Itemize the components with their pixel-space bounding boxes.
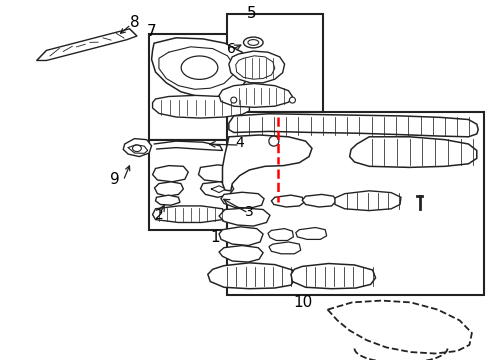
Polygon shape <box>219 227 263 246</box>
Polygon shape <box>198 165 235 182</box>
Polygon shape <box>302 194 336 207</box>
Polygon shape <box>228 51 284 83</box>
Text: 4: 4 <box>235 136 244 150</box>
Polygon shape <box>155 195 180 205</box>
Polygon shape <box>221 192 264 208</box>
Polygon shape <box>271 195 304 207</box>
Polygon shape <box>334 191 400 211</box>
Polygon shape <box>267 229 293 240</box>
Text: 3: 3 <box>244 206 253 219</box>
Polygon shape <box>123 139 151 157</box>
Polygon shape <box>219 208 269 226</box>
Ellipse shape <box>132 145 141 152</box>
Polygon shape <box>200 182 233 197</box>
Polygon shape <box>152 206 225 222</box>
Text: 2: 2 <box>154 208 163 222</box>
Polygon shape <box>219 246 263 262</box>
Polygon shape <box>228 114 477 137</box>
Polygon shape <box>151 38 249 97</box>
Ellipse shape <box>181 56 218 79</box>
Polygon shape <box>37 29 137 60</box>
Bar <box>149 140 266 230</box>
Polygon shape <box>349 137 476 167</box>
Text: 7: 7 <box>146 24 156 39</box>
Polygon shape <box>290 264 375 289</box>
Text: 10: 10 <box>293 295 312 310</box>
Text: 6: 6 <box>227 42 236 55</box>
Polygon shape <box>154 182 183 196</box>
Text: 5: 5 <box>246 6 256 21</box>
Polygon shape <box>219 84 292 107</box>
Polygon shape <box>207 263 295 289</box>
Circle shape <box>289 97 295 103</box>
Polygon shape <box>152 95 249 118</box>
Ellipse shape <box>243 37 263 48</box>
Polygon shape <box>152 166 188 182</box>
Polygon shape <box>268 242 300 254</box>
Bar <box>227 112 483 295</box>
Text: 8: 8 <box>129 15 139 30</box>
Bar <box>227 14 322 112</box>
Polygon shape <box>295 228 326 239</box>
Circle shape <box>268 136 278 146</box>
Text: 9: 9 <box>110 172 120 188</box>
Text: 1: 1 <box>210 230 220 245</box>
Polygon shape <box>222 135 311 191</box>
Circle shape <box>230 97 236 103</box>
Bar <box>149 34 266 140</box>
Ellipse shape <box>247 40 258 45</box>
